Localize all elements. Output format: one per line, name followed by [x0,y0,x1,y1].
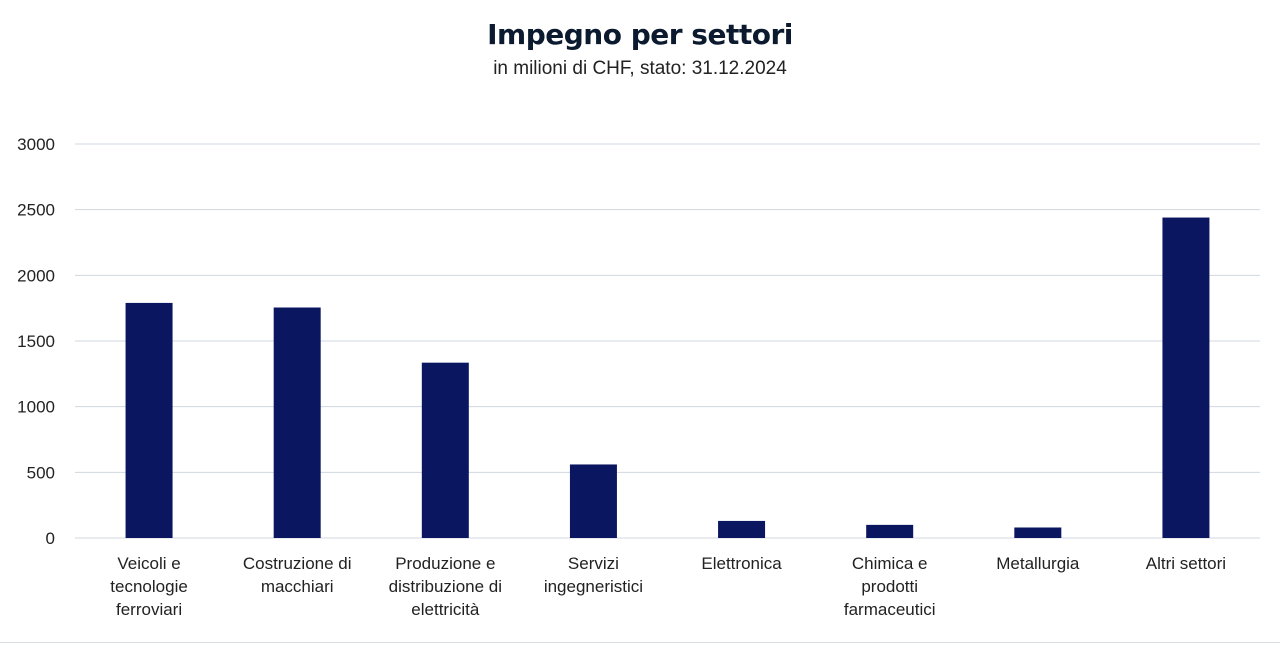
bars [125,217,1210,538]
x-tick-label-1: Costruzione di macchiari [243,554,352,596]
x-tick-label-4: Elettronica [701,554,782,573]
y-tick-label-3000: 3000 [17,135,55,154]
bar-7 [1162,217,1210,538]
bar-0 [125,302,173,538]
bottom-divider [0,642,1280,643]
x-tick-label-7: Altri settori [1146,554,1226,573]
bar-1 [273,307,321,538]
bar-2 [421,362,469,538]
x-tick-label-5: Chimica e prodotti farmaceutici [844,554,936,619]
x-tick-label-0: Veicoli e tecnologie ferroviari [110,554,188,619]
chart-title: Impegno per settori [487,18,793,51]
x-tick-label-2: Produzione e distribuzione di elettricità [389,554,502,619]
y-tick-label-2000: 2000 [17,266,55,285]
grid-lines [75,143,1260,539]
y-tick-label-1000: 1000 [17,398,55,417]
x-axis: Veicoli e tecnologie ferroviari Costruzione… [110,554,1226,619]
bar-6 [1014,527,1062,538]
y-tick-label-0: 0 [46,529,55,548]
y-axis: 0 500 1000 1500 2000 2500 3000 [17,135,55,548]
y-tick-label-2500: 2500 [17,201,55,220]
x-tick-label-3: Servizi ingegneristici [544,554,643,596]
bar-5 [866,524,914,538]
x-tick-label-6: Metallurgia [996,554,1080,573]
bar-3 [569,464,617,538]
chart-subtitle: in milioni di CHF, stato: 31.12.2024 [493,58,787,79]
bar-4 [718,520,766,538]
y-tick-label-1500: 1500 [17,332,55,351]
y-tick-label-500: 500 [27,463,55,482]
